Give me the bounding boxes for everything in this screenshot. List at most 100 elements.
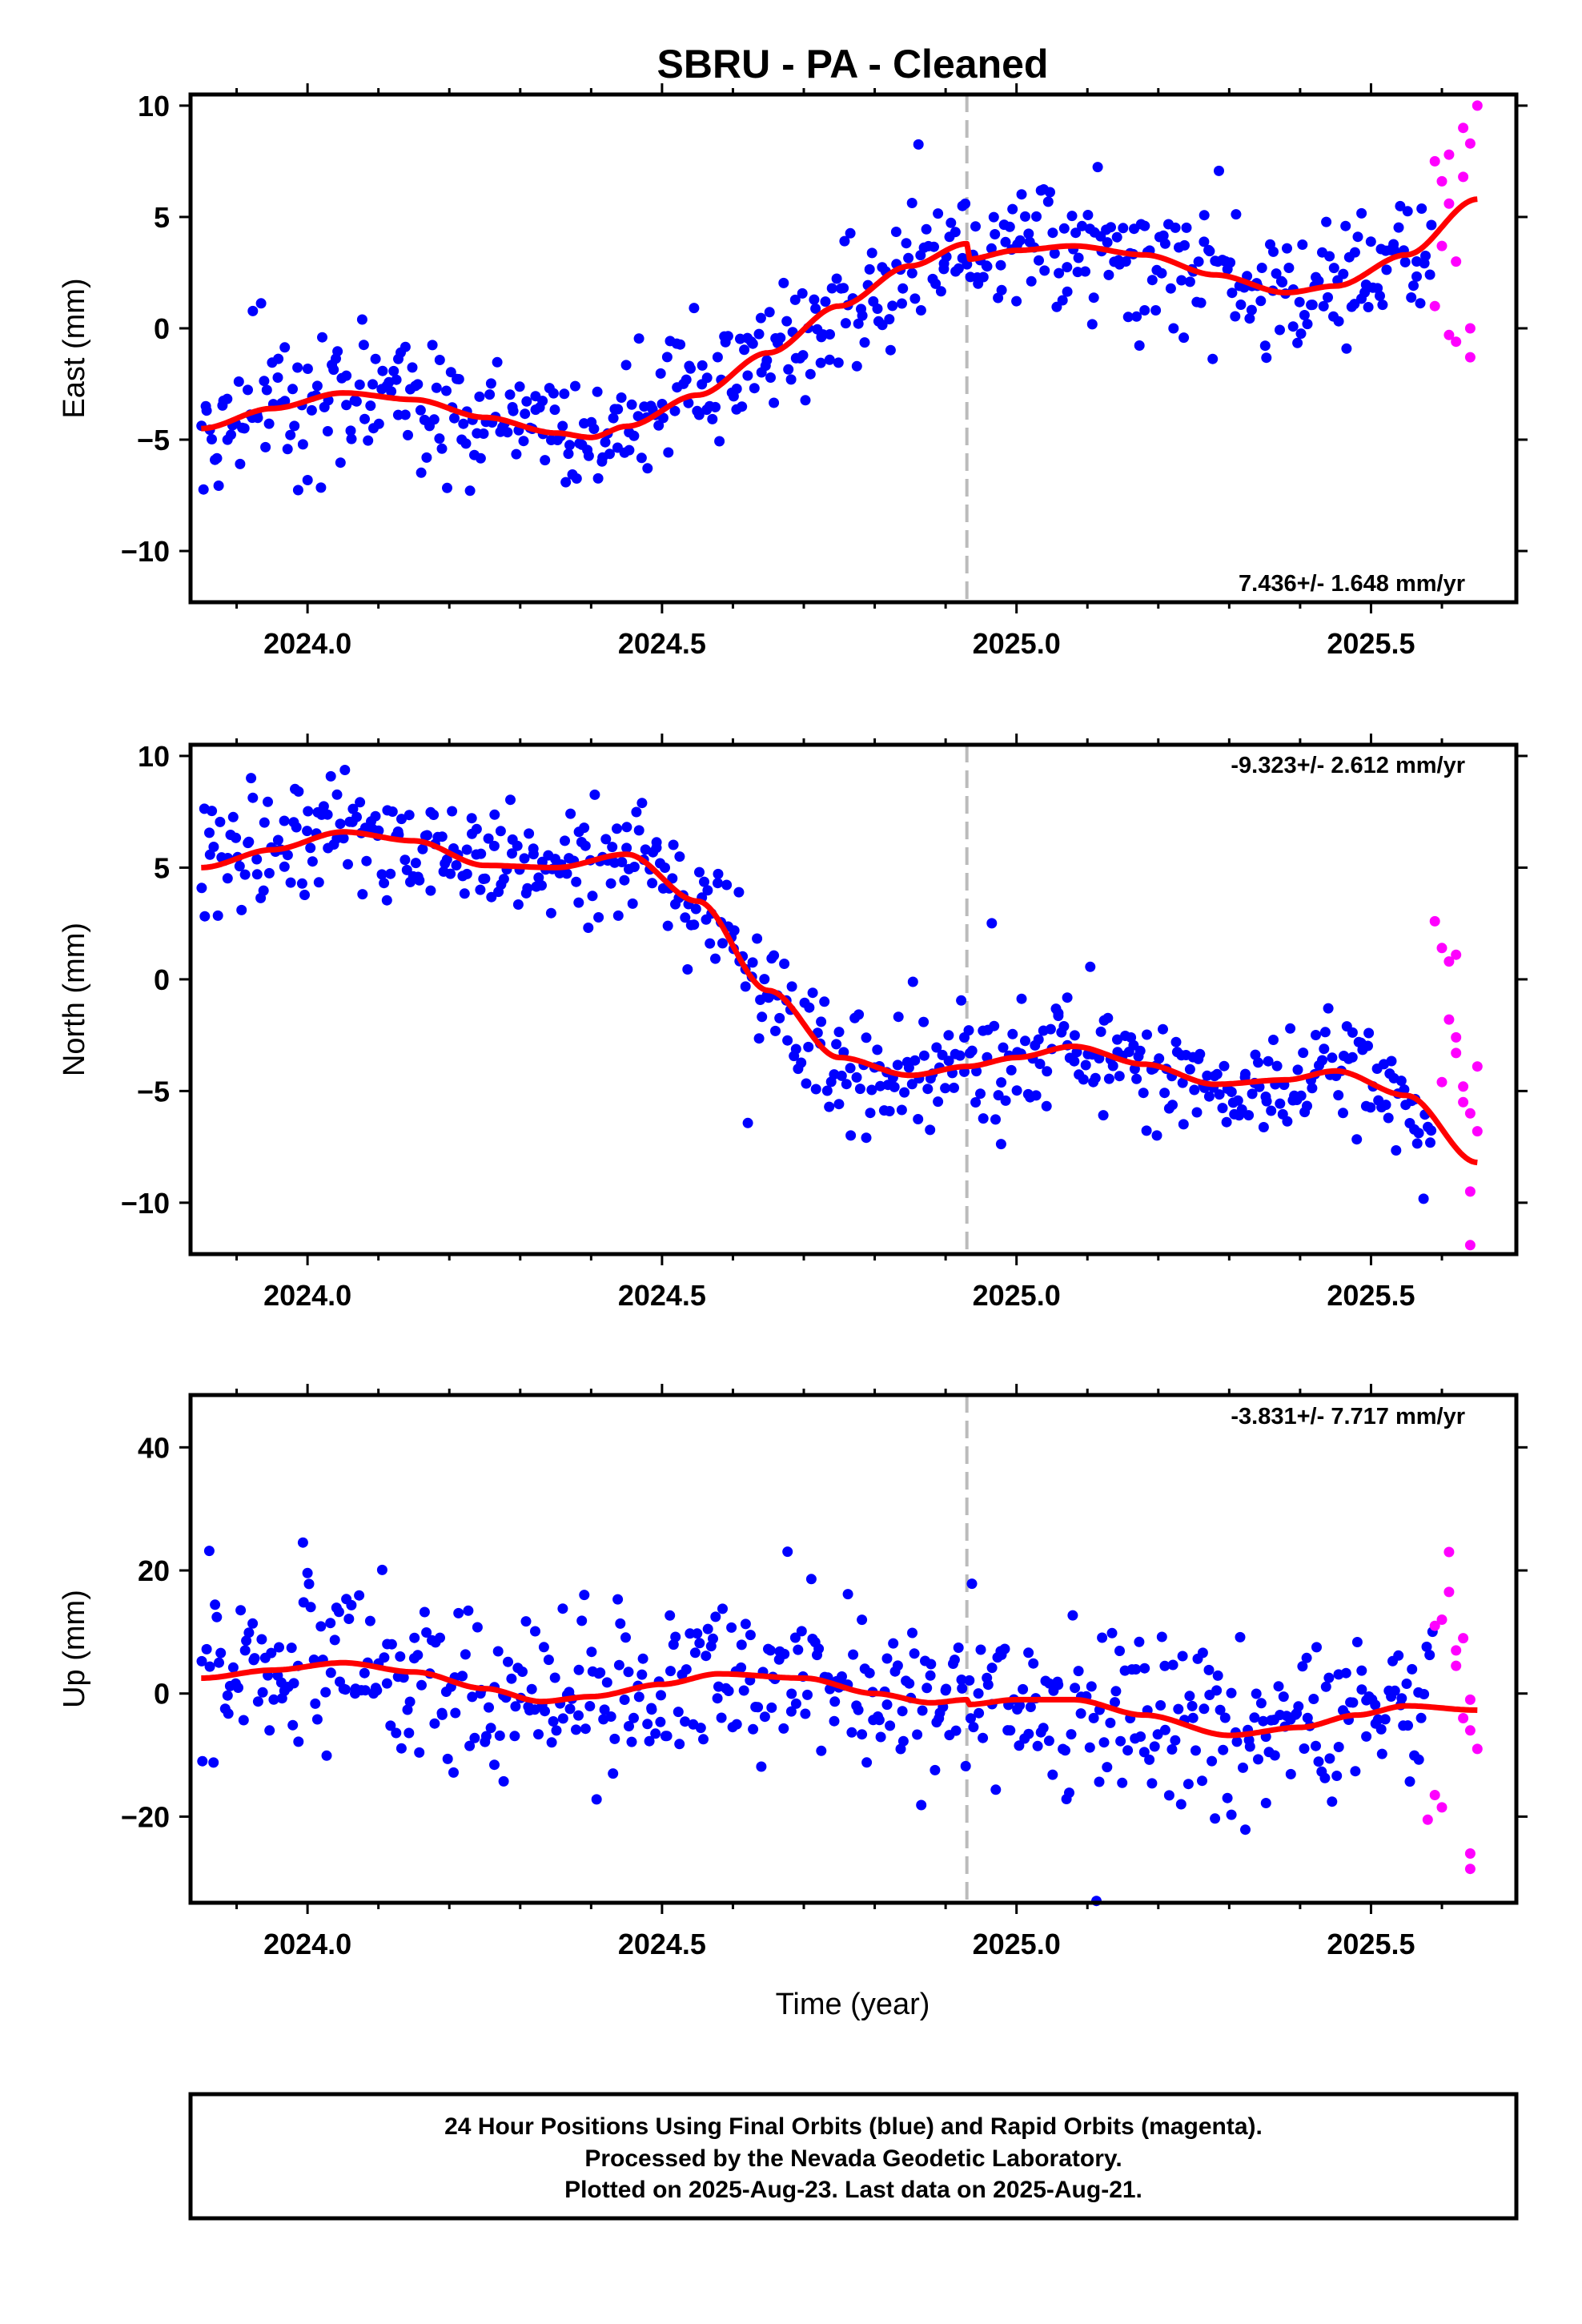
final-point — [263, 796, 273, 807]
final-point — [702, 1623, 713, 1634]
final-point — [427, 340, 438, 351]
final-point — [1302, 319, 1313, 330]
final-point — [943, 1030, 954, 1041]
y-tick-label: 0 — [154, 1678, 170, 1711]
final-point — [1244, 1741, 1255, 1752]
final-point — [1402, 206, 1413, 217]
y-tick-label: 0 — [154, 312, 170, 345]
final-point — [851, 1072, 862, 1083]
final-point — [626, 399, 637, 410]
final-point — [837, 1671, 847, 1682]
final-point — [311, 1714, 323, 1725]
final-point — [564, 440, 575, 451]
final-point — [1285, 1768, 1296, 1779]
final-point — [302, 364, 313, 374]
final-point — [498, 1775, 509, 1787]
final-point — [381, 895, 392, 906]
final-point — [1199, 236, 1210, 247]
final-point — [1077, 220, 1087, 231]
final-point — [236, 904, 247, 915]
rapid-point — [1451, 1645, 1462, 1656]
final-point — [222, 393, 233, 404]
final-point — [604, 448, 615, 460]
final-point — [1197, 1647, 1208, 1659]
final-point — [328, 364, 339, 376]
final-point — [705, 938, 716, 949]
x-tick-label: 2025.0 — [973, 1279, 1061, 1312]
final-point — [385, 1720, 396, 1731]
final-point — [1203, 1091, 1215, 1102]
final-point — [457, 1671, 468, 1682]
final-point — [722, 331, 733, 342]
final-point — [1156, 1631, 1167, 1642]
final-point — [1285, 1023, 1296, 1034]
final-point — [913, 139, 924, 150]
final-point — [1340, 1667, 1351, 1679]
final-point — [1170, 222, 1181, 233]
y-tick-label: 40 — [138, 1431, 170, 1464]
final-point — [359, 1667, 370, 1679]
final-point — [887, 300, 898, 312]
final-point — [789, 294, 801, 305]
final-point — [1298, 1047, 1309, 1059]
final-point — [916, 1799, 927, 1811]
final-point — [1122, 1745, 1134, 1756]
x-axis-label: Time (year) — [776, 1988, 930, 2021]
final-point — [953, 263, 964, 274]
final-point — [335, 818, 346, 830]
final-point — [272, 834, 283, 846]
y-axis-label: Up (mm) — [58, 1590, 91, 1708]
final-point — [249, 1653, 260, 1664]
rapid-point — [1451, 1031, 1462, 1043]
rapid-point — [1472, 1743, 1483, 1755]
final-point — [986, 1663, 998, 1674]
final-point — [993, 292, 1004, 304]
final-point — [1199, 210, 1210, 221]
final-point — [797, 287, 808, 299]
final-point — [1225, 257, 1236, 268]
final-point — [339, 765, 351, 775]
final-point — [1045, 1023, 1056, 1035]
final-point — [996, 284, 1007, 296]
final-point — [292, 362, 303, 373]
final-point — [988, 211, 999, 223]
final-point — [343, 858, 353, 870]
final-point — [571, 876, 582, 887]
final-point — [995, 259, 1006, 271]
final-point — [753, 1702, 764, 1713]
final-point — [1376, 1748, 1387, 1759]
final-point — [739, 344, 750, 356]
final-point — [978, 1732, 989, 1743]
final-point — [875, 1731, 886, 1743]
final-point — [957, 1683, 968, 1694]
rapid-point — [1451, 1660, 1462, 1671]
final-point — [410, 858, 421, 869]
final-point — [1256, 263, 1267, 273]
final-point — [692, 1628, 703, 1639]
final-point — [670, 1631, 681, 1642]
final-point — [966, 1045, 978, 1056]
final-point — [579, 1590, 590, 1601]
final-point — [317, 332, 327, 343]
final-point — [282, 444, 293, 455]
final-point — [318, 801, 329, 812]
final-point — [1060, 1745, 1070, 1756]
final-point — [414, 875, 425, 886]
y-tick-label: 10 — [138, 740, 170, 773]
final-point — [1297, 239, 1308, 250]
final-point — [829, 1715, 840, 1727]
final-point — [1324, 251, 1335, 262]
final-point — [560, 476, 572, 488]
final-point — [1078, 1074, 1089, 1085]
final-point — [1018, 1683, 1029, 1695]
rapid-point — [1464, 1725, 1476, 1736]
final-point — [1084, 1742, 1095, 1753]
final-point — [414, 1747, 425, 1758]
final-point — [982, 1679, 994, 1691]
final-point — [548, 388, 559, 399]
final-point — [628, 430, 640, 441]
rapid-point — [1443, 956, 1455, 967]
rapid-orbit-points — [1429, 100, 1483, 363]
final-point — [1413, 1754, 1424, 1765]
final-point — [1297, 1661, 1308, 1672]
